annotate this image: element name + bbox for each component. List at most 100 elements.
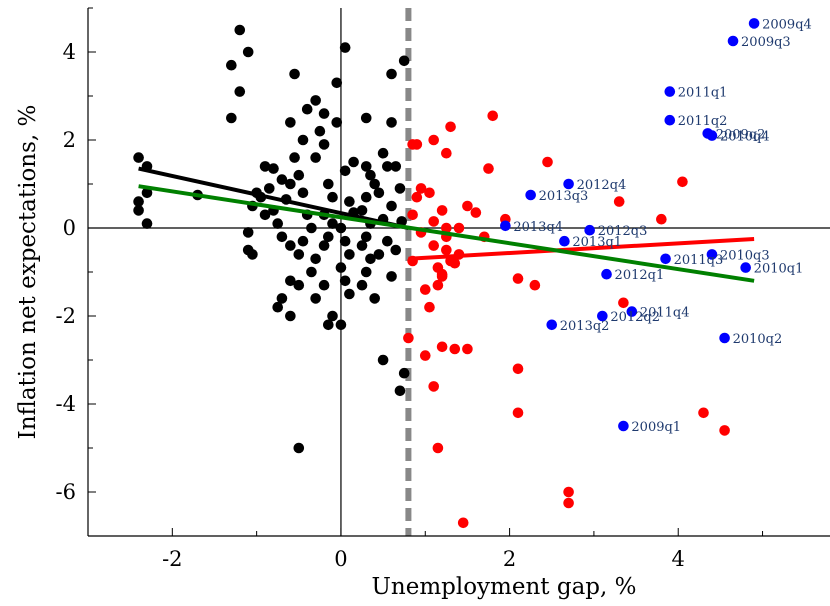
black-data-point [272, 301, 284, 313]
black-data-point [360, 266, 372, 278]
black-data-point [285, 275, 296, 287]
black-data-point [386, 200, 397, 212]
red-data-point [424, 301, 435, 313]
black-data-point [318, 279, 330, 291]
black-data-point [242, 227, 254, 238]
black-data-point [293, 249, 305, 260]
red-data-point [441, 222, 452, 234]
black-data-point [360, 112, 372, 124]
black-data-point [133, 205, 144, 216]
red-data-point [445, 121, 456, 133]
red-data-point [441, 147, 452, 159]
black-data-point [373, 187, 385, 199]
black-data-point [323, 178, 334, 190]
black-data-point [247, 249, 258, 260]
point-label-2012q4: 2012q4 [577, 178, 627, 193]
red-fit-line [408, 237, 755, 261]
black-data-point [327, 218, 338, 229]
black-data-point [242, 46, 254, 58]
red-data-point [419, 350, 431, 361]
black-data-point [365, 253, 376, 265]
point-label-2013q2: 2013q2 [560, 319, 610, 334]
red-data-point [436, 268, 448, 280]
black-data-point [382, 161, 393, 172]
point-label-2013q3: 2013q3 [539, 189, 589, 204]
black-data-point [369, 178, 380, 190]
blue-data-point [525, 189, 536, 201]
black-data-point [356, 240, 368, 251]
red-data-point [407, 209, 418, 221]
red-data-point [698, 407, 709, 419]
black-data-point [293, 169, 305, 181]
x-tick-label: 4 [672, 547, 685, 571]
black-data-point [339, 165, 351, 177]
blue-data-point [727, 35, 739, 47]
black-data-point [394, 385, 406, 397]
blue-data-point [664, 86, 676, 97]
black-data-point [335, 262, 347, 273]
black-data-point [382, 235, 393, 247]
blue-data-point [706, 249, 718, 260]
red-data-point [415, 183, 427, 194]
point-label-2010q4: 2010q4 [720, 130, 770, 145]
black-data-point [386, 68, 397, 80]
red-data-point [542, 156, 553, 168]
blue-data-point [664, 114, 676, 126]
black-data-point [339, 235, 351, 247]
red-data-point [428, 134, 440, 146]
black-data-point [398, 55, 410, 67]
black-data-point [133, 196, 144, 207]
black-data-point [297, 235, 309, 247]
red-data-point [677, 176, 688, 188]
point-label-2012q1: 2012q1 [615, 268, 665, 283]
point-label-2009q1: 2009q1 [631, 420, 681, 435]
black-data-point [285, 117, 296, 128]
black-data-point [314, 125, 326, 137]
black-data-point [323, 231, 334, 243]
black-data-point [310, 95, 321, 106]
red-data-point [656, 213, 667, 225]
black-data-point [360, 161, 372, 172]
blue-data-point [601, 268, 612, 280]
red-data-point [487, 110, 499, 122]
black-data-point [398, 367, 410, 379]
blue-data-point [618, 420, 629, 432]
black-data-point [285, 240, 296, 251]
red-data-point [432, 442, 444, 454]
red-data-point [411, 191, 423, 203]
black-data-point [327, 310, 338, 322]
black-data-point [386, 117, 397, 128]
black-data-point [259, 161, 271, 172]
black-data-point [285, 310, 296, 322]
red-data-point [436, 341, 448, 353]
black-data-point [365, 169, 376, 181]
black-data-point [318, 240, 330, 251]
red-data-point [428, 216, 440, 227]
black-data-point [141, 187, 153, 199]
x-tick-label: -2 [162, 547, 182, 571]
red-data-point [449, 257, 461, 269]
black-data-point [289, 152, 300, 163]
black-data-point [335, 319, 347, 331]
black-data-point [293, 442, 305, 454]
black-data-point [276, 231, 288, 243]
blue-data-point [563, 178, 574, 190]
black-data-point [226, 59, 237, 71]
black-data-point [331, 77, 343, 89]
red-data-point [613, 196, 625, 207]
red-data-point [563, 497, 574, 509]
black-data-point [276, 293, 288, 304]
blue-data-point [626, 306, 638, 317]
red-data-point [424, 187, 435, 199]
point-label-2011q4: 2011q4 [640, 306, 690, 321]
point-label-2010q2: 2010q2 [733, 332, 783, 347]
red-data-point [563, 486, 574, 498]
red-data-point [470, 207, 482, 218]
black-data-point [276, 174, 288, 185]
red-data-point [428, 240, 440, 251]
point-label-2013q4: 2013q4 [513, 220, 563, 235]
black-data-point [356, 279, 368, 291]
red-data-point [512, 407, 524, 419]
black-data-point [306, 222, 317, 234]
